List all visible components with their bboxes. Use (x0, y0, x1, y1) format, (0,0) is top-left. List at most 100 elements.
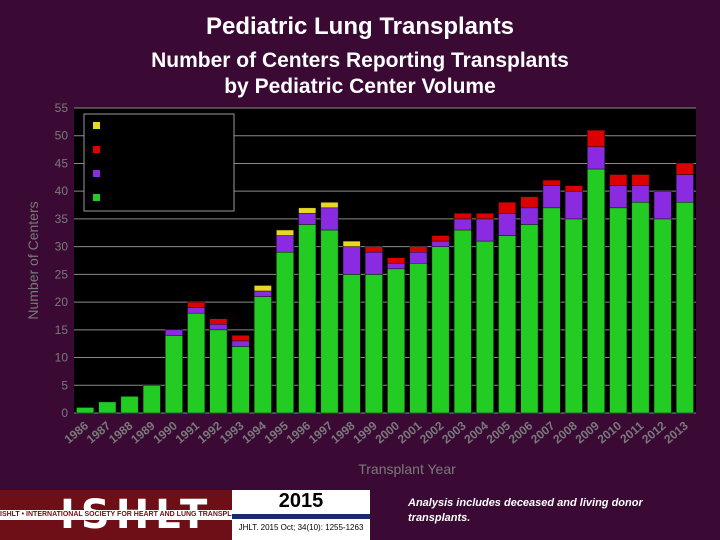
report-year: 2015 (278, 490, 324, 512)
bar-segment (253, 296, 272, 414)
bar-segment (498, 235, 517, 414)
legend-swatch (93, 170, 100, 177)
bar-segment (431, 235, 450, 242)
chart-subtitle-line2: by Pediatric Center Volume (224, 75, 496, 98)
bar-segment (498, 213, 517, 236)
bar-segment (98, 401, 117, 414)
y-tick-label: 10 (55, 351, 69, 365)
bar-segment (609, 207, 628, 414)
bar-segment (187, 307, 206, 314)
bar-segment (609, 174, 628, 186)
ishlt-logo: ISHLT ISHLT • INTERNATIONAL SOCIETY FOR … (0, 490, 232, 540)
bar-segment (431, 246, 450, 414)
bar-segment (564, 185, 583, 192)
bar-segment (320, 207, 339, 231)
logo-subtitle: ISHLT • INTERNATIONAL SOCIETY FOR HEART … (0, 510, 232, 520)
bar-segment (387, 268, 406, 414)
y-tick-label: 55 (55, 101, 69, 115)
y-tick-label: 25 (55, 267, 69, 281)
chart-subtitle-line1: Number of Centers Reporting Transplants (151, 49, 569, 72)
bar-segment (476, 218, 494, 242)
bar-segment (298, 207, 317, 214)
citation-box: 2015 JHLT. 2015 Oct; 34(10): 1255-1263 (232, 490, 370, 540)
bar-segment (209, 318, 228, 325)
bar-segment (342, 246, 361, 275)
y-axis-label: Number of Centers (25, 201, 41, 319)
bar-segment (298, 224, 317, 414)
bar-segment (120, 396, 139, 414)
bar-segment (431, 240, 450, 247)
bar-segment (231, 346, 250, 414)
bar-segment (587, 146, 605, 170)
x-axis-label: Transplant Year (358, 461, 456, 477)
bar-segment (453, 218, 472, 231)
bar-segment (476, 240, 494, 414)
y-tick-label: 20 (55, 295, 69, 309)
bar-segment (364, 251, 383, 275)
bar-segment (587, 129, 605, 148)
bar-segment (364, 246, 383, 253)
bar-segment (520, 207, 539, 225)
y-tick-label: 35 (55, 212, 69, 226)
bar-segment (231, 340, 250, 347)
bar-segment (675, 163, 694, 175)
bar-segment (253, 285, 272, 292)
year-divider (232, 514, 370, 519)
bar-segment (675, 174, 694, 203)
bar-segment (209, 329, 228, 414)
bar-segment (453, 229, 472, 414)
bar-segment (409, 246, 428, 253)
bar-segment (653, 190, 672, 220)
bar-segment (542, 207, 561, 414)
chart-titles: Pediatric Lung Transplants Number of Cen… (0, 12, 720, 100)
bar-segment (498, 202, 517, 214)
bar-segment (409, 251, 428, 264)
bar-segment (542, 185, 561, 209)
legend-box (83, 113, 235, 212)
bar-segment (276, 229, 294, 236)
bar-segment (253, 290, 272, 297)
bar-segment (187, 312, 206, 414)
legend-swatch (93, 194, 100, 201)
legend-swatch (93, 146, 100, 153)
bar-segment (542, 179, 561, 186)
bar-segment (564, 190, 583, 220)
bar-segment (520, 224, 539, 414)
y-tick-label: 5 (61, 378, 68, 392)
bar-segment (342, 240, 361, 247)
bar-segment (320, 202, 339, 209)
bar-segment (520, 196, 539, 209)
y-tick-label: 40 (55, 184, 69, 198)
bar-segment (209, 324, 228, 331)
bar-segment (409, 263, 428, 414)
bar-segment (142, 385, 161, 414)
bar-segment (165, 329, 183, 336)
bar-segment (387, 257, 406, 264)
bar-segment (564, 218, 583, 414)
y-tick-label: 50 (55, 129, 69, 143)
y-tick-label: 30 (55, 240, 69, 254)
analysis-note: Analysis includes deceased and living do… (408, 497, 643, 524)
y-tick-label: 45 (55, 156, 69, 170)
bar-segment (631, 174, 650, 186)
journal-citation: JHLT. 2015 Oct; 34(10): 1255-1263 (238, 523, 364, 532)
y-tick-label: 15 (55, 323, 69, 337)
bar-segment (453, 213, 472, 220)
bar-segment (342, 274, 361, 414)
bar-segment (320, 229, 339, 414)
bar-segment (387, 263, 406, 270)
bar-segment (276, 235, 294, 253)
bar-segment (231, 335, 250, 342)
bar-segment (298, 213, 317, 225)
bar-segment (631, 185, 650, 203)
bar-segment (653, 218, 672, 414)
bar-segment (476, 213, 494, 220)
bar-segment (609, 185, 628, 209)
bar-segment (187, 301, 206, 308)
bar-segment (276, 251, 294, 414)
legend-swatch (93, 122, 100, 129)
bar-segment (165, 335, 183, 414)
bar-segment (76, 407, 95, 414)
chart-title: Pediatric Lung Transplants (205, 13, 515, 40)
